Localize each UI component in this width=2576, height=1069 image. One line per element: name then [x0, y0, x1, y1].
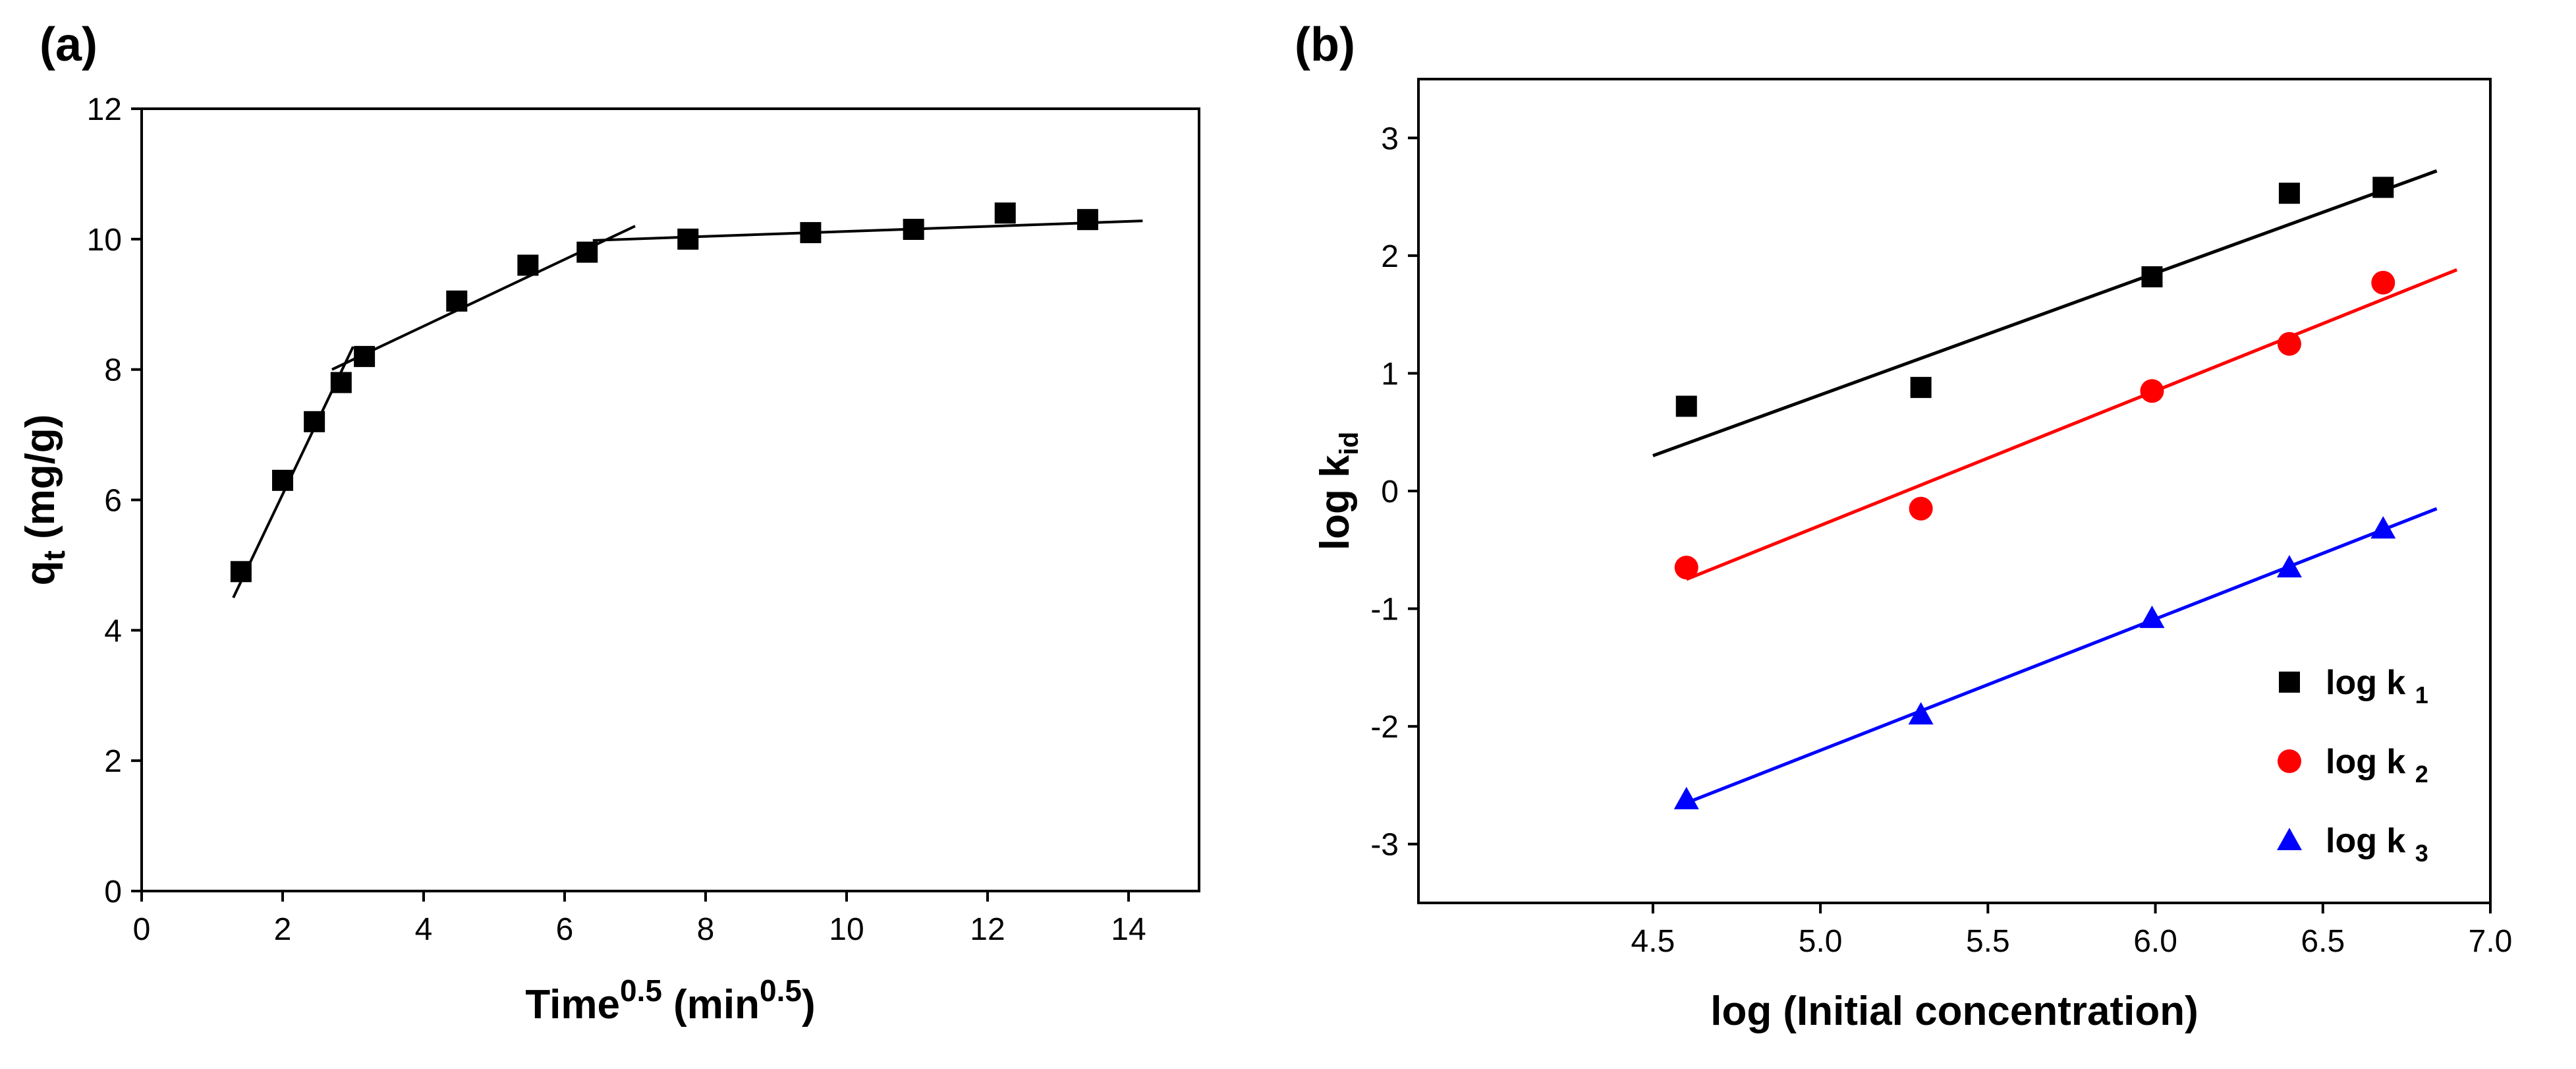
- panel-b-svg: (b) 4.5 5.0 5.5 6.0 6.5 7.0 -3 -2 -1 0 1 2 3 log (Init…: [1295, 18, 2513, 1034]
- data-point-qt: [446, 290, 468, 312]
- x-axis-title: log (Initial concentration): [1710, 989, 2198, 1034]
- data-point-qt: [677, 228, 699, 250]
- x-tick-label: 0: [133, 912, 151, 947]
- panel-a-chart: (a) 0 2 4 6 8 10 12 14 0 2 4 6 8 10 12 Time0.5 (min0.5) q…: [18, 18, 1200, 1027]
- data-point-log-k2: [2277, 332, 2301, 356]
- panel-a-label: (a): [40, 18, 98, 71]
- y-axis-title: qt (mg/g): [18, 415, 71, 586]
- y-tick-label: 0: [104, 875, 122, 910]
- legend-label-log-k2: log k 2: [2326, 743, 2428, 788]
- x-tick-label: 6: [556, 912, 574, 947]
- data-point-log-k3: [2276, 555, 2302, 578]
- y-axis-title: log kid: [1312, 432, 1364, 550]
- panel-b-chart: (b) 4.5 5.0 5.5 6.0 6.5 7.0 -3 -2 -1 0 1 2 3 log (Init…: [1288, 0, 2576, 1069]
- panel-a-svg: (a) 0 2 4 6 8 10 12 14 0 2 4 6 8 10 12 Time0.5 (min0.5) q…: [18, 18, 1200, 1027]
- legend-marker-log-k3: [2277, 828, 2302, 850]
- data-point-qt: [576, 241, 598, 263]
- data-point-log-k3: [2370, 516, 2396, 539]
- legend-label-log-k3: log k 3: [2326, 822, 2428, 867]
- data-point-log-k2: [1674, 556, 1698, 580]
- y-tick-label: 3: [1381, 121, 1399, 156]
- y-tick-label: 0: [1381, 475, 1399, 509]
- x-tick-label: 7.0: [2469, 924, 2513, 959]
- x-tick-label: 12: [970, 912, 1005, 947]
- data-point-log-k1: [2141, 266, 2163, 287]
- data-point-log-k3: [1908, 702, 1934, 725]
- x-tick-label: 10: [829, 912, 864, 947]
- data-point-qt: [517, 254, 539, 276]
- y-tick-label: 2: [104, 744, 122, 779]
- legend-marker-log-k2: [2278, 749, 2301, 773]
- data-point-log-k1: [2372, 177, 2394, 198]
- data-point-log-k2: [1909, 496, 1933, 521]
- panel-b-label: (b): [1295, 18, 1355, 71]
- y-tick-label: 1: [1381, 357, 1399, 391]
- fit-line-stage-3: [592, 219, 1143, 242]
- x-tick-label: 4: [415, 912, 433, 947]
- y-tick-label: -2: [1370, 710, 1399, 745]
- data-point-qt: [800, 221, 822, 243]
- legend-label-log-k1: log k 1: [2326, 664, 2428, 708]
- data-point-qt: [304, 411, 325, 432]
- y-tick-label: 10: [87, 223, 122, 258]
- x-tick-label: 2: [274, 912, 292, 947]
- x-tick-label: 4.5: [1631, 924, 1675, 959]
- x-tick-label: 5.0: [1799, 924, 1843, 959]
- data-point-qt: [330, 372, 352, 393]
- data-point-log-k3: [2139, 605, 2165, 628]
- plot-frame: [140, 107, 1200, 892]
- y-tick-label: -1: [1370, 592, 1399, 627]
- data-point-log-k2: [2140, 379, 2164, 403]
- x-tick-label: 8: [697, 912, 715, 947]
- data-point-log-k1: [1675, 395, 1697, 417]
- fit-line-log-k2: [1685, 268, 2458, 581]
- y-tick-label: 8: [104, 353, 122, 388]
- fit-line-log-k1: [1652, 169, 2438, 457]
- x-axis-title: Time0.5 (min0.5): [525, 973, 815, 1027]
- data-point-log-k3: [1673, 786, 1699, 809]
- y-tick-label: 2: [1381, 239, 1399, 274]
- fit-line-log-k3: [1685, 507, 2438, 805]
- data-point-qt: [994, 202, 1016, 224]
- y-tick-label: 12: [87, 92, 122, 127]
- x-tick-label: 5.5: [1966, 924, 2010, 959]
- data-point-log-k1: [2278, 183, 2300, 204]
- data-point-qt: [354, 345, 376, 367]
- data-point-log-k2: [2371, 270, 2395, 295]
- x-tick-label: 14: [1111, 912, 1146, 947]
- data-point-qt: [272, 469, 293, 491]
- y-tick-label: -3: [1370, 828, 1399, 863]
- legend-marker-log-k1: [2279, 672, 2300, 693]
- data-point-qt: [230, 561, 252, 583]
- y-tick-label: 6: [104, 484, 122, 519]
- data-point-log-k1: [1910, 376, 1932, 398]
- y-tick-label: 4: [104, 614, 122, 649]
- data-point-qt: [1077, 209, 1098, 231]
- data-point-qt: [903, 218, 924, 240]
- x-tick-label: 6.0: [2133, 924, 2177, 959]
- x-tick-label: 6.5: [2301, 924, 2345, 959]
